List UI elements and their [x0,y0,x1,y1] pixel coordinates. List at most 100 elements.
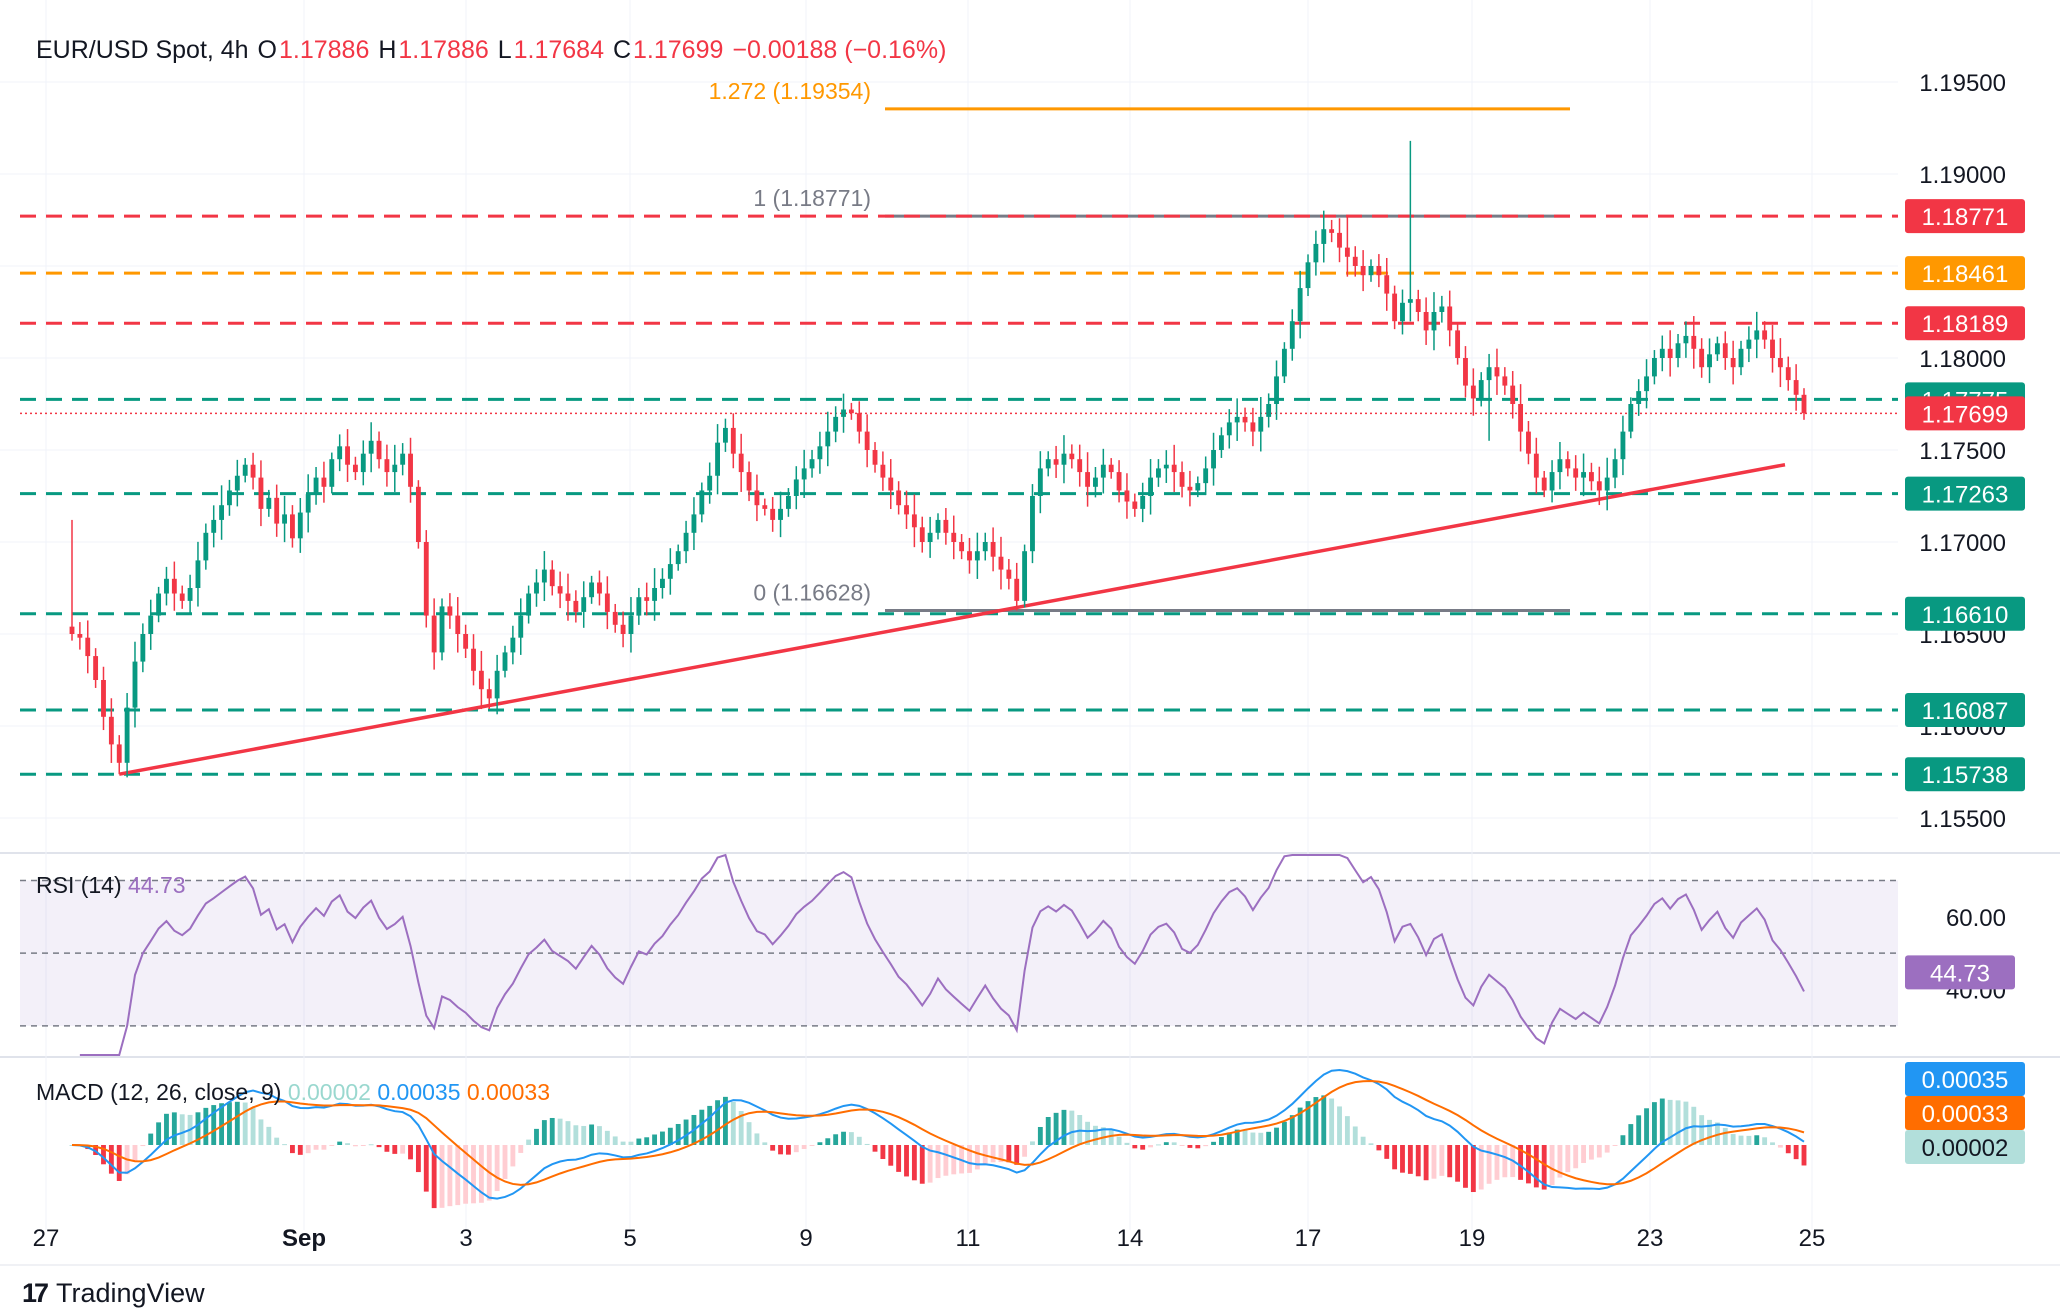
macd-hist-bar [148,1133,154,1145]
macd-hist-bar [1557,1145,1563,1178]
x-tick-label: 11 [956,1225,981,1252]
macd-line-value: 0.00035 [377,1079,461,1105]
macd-hist-bar [715,1100,720,1145]
candle-body [1439,306,1445,312]
candle-body [778,508,783,520]
macd-hist-bar [1612,1145,1618,1146]
macd-hist-bar [415,1145,421,1173]
candle-body [919,527,925,542]
macd-hist-bar [1187,1145,1193,1148]
macd-hist-bar [1360,1136,1366,1145]
macd-hist-bar [1730,1134,1736,1145]
macd-hist-bar [785,1145,791,1155]
macd-hist-bar [904,1145,909,1177]
macd-hist-bar [345,1143,350,1145]
macd-badge-label: 0.00035 [1922,1067,2009,1094]
macd-hist-bar [589,1124,595,1145]
macd-hist-bar [896,1145,902,1172]
candle-body [329,459,335,487]
candle-body [1179,472,1185,487]
macd-hist-bar [1738,1135,1744,1145]
macd-hist-bar [675,1123,681,1145]
candle-body [793,479,799,496]
macd-legend: MACD (12, 26, close, 9) 0.00002 0.00035 … [36,1079,550,1106]
candle-body [1801,394,1807,414]
macd-hist-bar [203,1107,209,1145]
candle-body [762,505,768,509]
price-tick-label: 1.19500 [1919,70,2006,97]
candle-body [1030,496,1035,552]
candle-body [1132,501,1138,509]
candle-body [998,556,1004,570]
candle-body [699,490,705,515]
macd-hist-bar [1596,1145,1602,1158]
macd-hist-bar [1455,1145,1461,1182]
candle-body [352,464,358,473]
candle-body [1526,431,1531,454]
macd-hist-bar [1085,1121,1091,1145]
candle-body [597,582,602,594]
candle-body [1407,299,1413,303]
candle-body [258,477,264,509]
macd-hist-bar [368,1144,374,1146]
macd-hist-bar [872,1145,878,1152]
macd-hist-bar [1093,1125,1098,1145]
macd-hist-bar [1667,1099,1673,1145]
candle-body [1683,335,1689,344]
macd-hist-bar [1281,1121,1287,1145]
candle-body [431,615,437,653]
candle-body [927,532,933,542]
candle-body [896,490,902,506]
rsi-badge-label: 44.73 [1930,960,1990,987]
macd-hist-bar [1100,1127,1106,1145]
low-prefix: L [497,36,512,64]
macd-hist-bar [1053,1112,1059,1145]
macd-badge [1905,1062,2025,1096]
macd-hist-bar [754,1133,760,1145]
candle-body [171,578,177,594]
candle-body [266,497,272,509]
candle-body [1612,459,1618,478]
candle-body [770,508,776,520]
macd-hist-bar [825,1138,831,1145]
macd-hist-bar [195,1112,201,1145]
macd-hist-bar [1407,1145,1413,1174]
macd-hist-bar [549,1117,555,1145]
macd-hist-bar [778,1145,783,1155]
macd-hist-bar [746,1122,752,1145]
candle-body [959,542,965,552]
candle-body [140,634,146,662]
level-badge-label: 1.17263 [1922,482,2009,509]
candle-body [1274,376,1279,404]
candle-body [691,514,697,533]
macd-hist-bar [1777,1145,1783,1148]
candle-body [1337,232,1342,248]
macd-hist-bar [1470,1145,1476,1193]
macd-hist-bar [1258,1132,1264,1145]
macd-hist-bar [313,1145,319,1150]
candle-body [313,477,319,495]
macd-hist-bar [1179,1145,1185,1146]
candle-body [1589,472,1594,482]
candle-body [415,486,421,542]
rsi-legend: RSI (14) 44.73 [36,872,186,899]
candle-body [667,564,673,579]
macd-hist-bar [1156,1144,1161,1146]
candle-body [502,652,508,671]
low-value: 1.17684 [513,36,604,64]
macd-hist-bar [620,1141,626,1145]
macd-hist-bar [1714,1122,1720,1145]
macd-hist-bar [101,1145,106,1165]
macd-hist-bar [943,1145,949,1176]
candle-body [904,505,909,515]
candle-body [132,661,138,708]
macd-hist-bar [1801,1145,1807,1166]
candle-body [1234,416,1240,423]
candle-body [1762,330,1768,340]
candle-body [974,551,980,561]
macd-hist-bar [1447,1145,1453,1178]
change-value: −0.00188 (−0.16%) [732,36,947,64]
rsi-tick-label: 60.00 [1946,905,2006,932]
macd-badge-label: 0.00033 [1922,1101,2009,1128]
